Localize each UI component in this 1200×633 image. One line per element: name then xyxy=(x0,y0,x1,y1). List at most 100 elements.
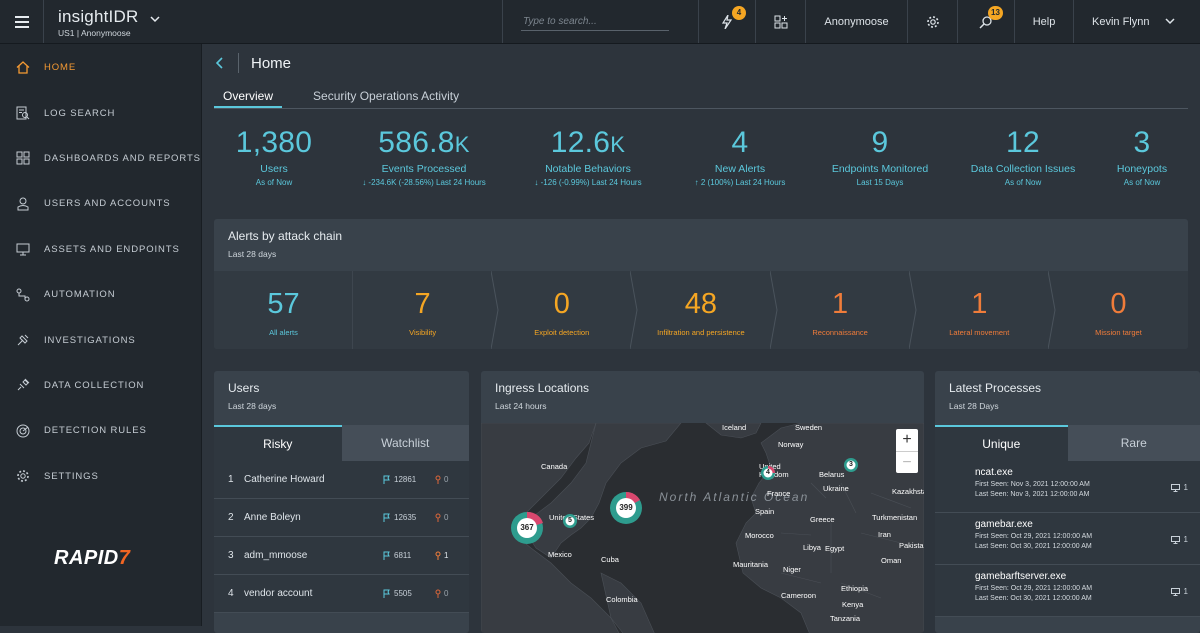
stage-exploit-detection[interactable]: 0 Exploit detection xyxy=(492,271,631,349)
pin-icon xyxy=(435,513,441,522)
sidebar-item-dashboards[interactable]: DASHBOARDS AND REPORTS xyxy=(0,136,201,181)
process-last-seen: Last Seen: Oct 30, 2021 12:00:00 AM xyxy=(975,594,1186,604)
stage-count: 48 xyxy=(631,287,770,321)
global-search xyxy=(503,0,699,43)
kpi-endpoints-monitored[interactable]: 9 Endpoints Monitored Last 15 Days xyxy=(820,124,940,187)
sidebar: HOME LOG SEARCH DASHBOARDS AND REPORTS U… xyxy=(0,44,202,626)
user-row[interactable]: 4 vendor account 5505 0 xyxy=(214,575,469,613)
process-last-seen: Last Seen: Nov 3, 2021 12:00:00 AM xyxy=(975,490,1186,500)
row-rank: 1 xyxy=(228,474,244,485)
process-row[interactable]: gamebar.exe First Seen: Oct 29, 2021 12:… xyxy=(935,513,1200,565)
back-arrow-icon[interactable] xyxy=(214,56,234,70)
process-row[interactable]: ncat.exe First Seen: Nov 3, 2021 12:00:0… xyxy=(935,461,1200,513)
sidebar-item-users[interactable]: USERS AND ACCOUNTS xyxy=(0,181,201,226)
stage-count: 57 xyxy=(214,287,353,321)
investigations-icon xyxy=(15,332,31,348)
stage-mission-target[interactable]: 0 Mission target xyxy=(1049,271,1188,349)
sidebar-item-label: AUTOMATION xyxy=(44,289,115,300)
user-name: Catherine Howard xyxy=(244,474,383,485)
ingress-map[interactable]: North Atlantic Ocean Iceland Sweden Norw… xyxy=(481,423,924,633)
alerts-badge: 4 xyxy=(732,6,746,20)
settings-button[interactable] xyxy=(908,0,958,43)
stage-label: Infiltration and persistence xyxy=(631,328,770,337)
kpi-events-processed[interactable]: 586.8K Events Processed ↓ -234.6K (-28.5… xyxy=(354,124,494,187)
sidebar-item-home[interactable]: HOME xyxy=(0,45,201,90)
kpi-honeypots[interactable]: 3 Honeypots As of Now xyxy=(1102,124,1182,187)
apps-grid-icon xyxy=(774,15,788,29)
tab-security-operations-activity[interactable]: Security Operations Activity xyxy=(304,87,468,108)
user-row[interactable]: 2 Anne Boleyn 12635 0 xyxy=(214,499,469,537)
settings-icon xyxy=(15,468,31,484)
sidebar-item-label: SETTINGS xyxy=(44,471,99,482)
lightning-icon xyxy=(722,15,732,29)
kpi-unit: K xyxy=(455,132,470,157)
stage-reconnaissance[interactable]: 1 Reconnaissance xyxy=(771,271,910,349)
sidebar-item-data-collection[interactable]: DATA COLLECTION xyxy=(0,363,201,408)
tab-overview[interactable]: Overview xyxy=(214,87,282,108)
cluster-count: 399 xyxy=(618,503,634,512)
card-title: Ingress Locations xyxy=(481,371,924,395)
help-link[interactable]: Help xyxy=(1015,0,1074,43)
product-switcher[interactable]: insightIDR US1 | Anonymoose xyxy=(44,0,168,43)
sidebar-item-investigations[interactable]: INVESTIGATIONS xyxy=(0,317,201,362)
sidebar-item-label: USERS AND ACCOUNTS xyxy=(44,198,171,209)
chevron-right-icon xyxy=(352,271,360,349)
tab-risky[interactable]: Risky xyxy=(214,425,342,461)
search-input[interactable] xyxy=(521,13,669,31)
flag-icon xyxy=(383,475,390,484)
kpi-value: 4 xyxy=(732,126,749,159)
cluster-count: 4 xyxy=(764,469,772,476)
notifications-button[interactable]: 13 xyxy=(958,0,1015,43)
zoom-out-button[interactable]: − xyxy=(896,451,918,473)
dashboard-icon xyxy=(15,150,31,166)
tab-unique[interactable]: Unique xyxy=(935,425,1068,461)
kpi-label: Events Processed xyxy=(354,163,494,175)
kpi-unit: K xyxy=(610,132,625,157)
stage-all-alerts[interactable]: 57 All alerts xyxy=(214,271,353,349)
sidebar-item-log-search[interactable]: LOG SEARCH xyxy=(0,90,201,135)
process-name: gamebar.exe xyxy=(975,519,1186,530)
stage-visibility[interactable]: 7 Visibility xyxy=(353,271,492,349)
attack-chain-card: Alerts by attack chain Last 28 days 57 A… xyxy=(214,219,1188,349)
sidebar-item-assets[interactable]: ASSETS AND ENDPOINTS xyxy=(0,227,201,272)
flag-count: 5505 xyxy=(383,589,435,598)
sidebar-item-automation[interactable]: AUTOMATION xyxy=(0,272,201,317)
sidebar-item-settings[interactable]: SETTINGS xyxy=(0,454,201,499)
kpi-notable-behaviors[interactable]: 12.6K Notable Behaviors ↓ -126 (-0.99%) … xyxy=(518,124,658,187)
sidebar-item-detection-rules[interactable]: DETECTION RULES xyxy=(0,408,201,453)
org-name[interactable]: Anonymoose xyxy=(806,0,908,43)
zoom-in-button[interactable]: + xyxy=(896,429,918,451)
kpi-data-collection-issues[interactable]: 12 Data Collection Issues As of Now xyxy=(963,124,1083,187)
kpi-users[interactable]: 1,380 Users As of Now xyxy=(214,124,334,187)
stage-lateral-movement[interactable]: 1 Lateral movement xyxy=(910,271,1049,349)
kpi-value: 12.6 xyxy=(551,126,611,159)
process-first-seen: First Seen: Oct 29, 2021 12:00:00 AM xyxy=(975,584,1186,594)
user-row[interactable]: 3 adm_mmoose 6811 1 xyxy=(214,537,469,575)
kpi-new-alerts[interactable]: 4 New Alerts ↑ 2 (100%) Last 24 Hours xyxy=(680,124,800,187)
stage-label: Lateral movement xyxy=(910,328,1049,337)
hamburger-menu-icon[interactable] xyxy=(0,0,44,43)
page-header: Home xyxy=(214,52,291,74)
kpi-value: 9 xyxy=(872,126,889,159)
user-row[interactable]: 1 Catherine Howard 12861 0 xyxy=(214,461,469,499)
tab-rare[interactable]: Rare xyxy=(1068,425,1200,461)
apps-button[interactable] xyxy=(756,0,806,43)
kpi-row: 1,380 Users As of Now 586.8K Events Proc… xyxy=(214,124,1188,204)
alerts-button[interactable]: 4 xyxy=(699,0,756,43)
stage-label: Mission target xyxy=(1049,328,1188,337)
stage-infiltration-persistence[interactable]: 48 Infiltration and persistence xyxy=(631,271,770,349)
sidebar-item-label: DASHBOARDS AND REPORTS xyxy=(44,153,201,164)
user-menu[interactable]: Kevin Flynn xyxy=(1074,0,1200,43)
row-rank: 4 xyxy=(228,588,244,599)
asset-count-value: 1 xyxy=(1184,587,1188,596)
process-row[interactable]: gamebarftserver.exe First Seen: Oct 29, … xyxy=(935,565,1200,617)
process-asset-count: 1 xyxy=(1171,535,1188,544)
kpi-value: 12 xyxy=(1006,126,1040,159)
stage-count: 1 xyxy=(771,287,910,321)
pin-icon xyxy=(435,589,441,598)
stage-count: 0 xyxy=(492,287,631,321)
tab-watchlist[interactable]: Watchlist xyxy=(342,425,470,461)
sidebar-item-label: DETECTION RULES xyxy=(44,425,147,436)
user-name: Kevin Flynn xyxy=(1092,16,1149,28)
kpi-value: 3 xyxy=(1134,126,1151,159)
